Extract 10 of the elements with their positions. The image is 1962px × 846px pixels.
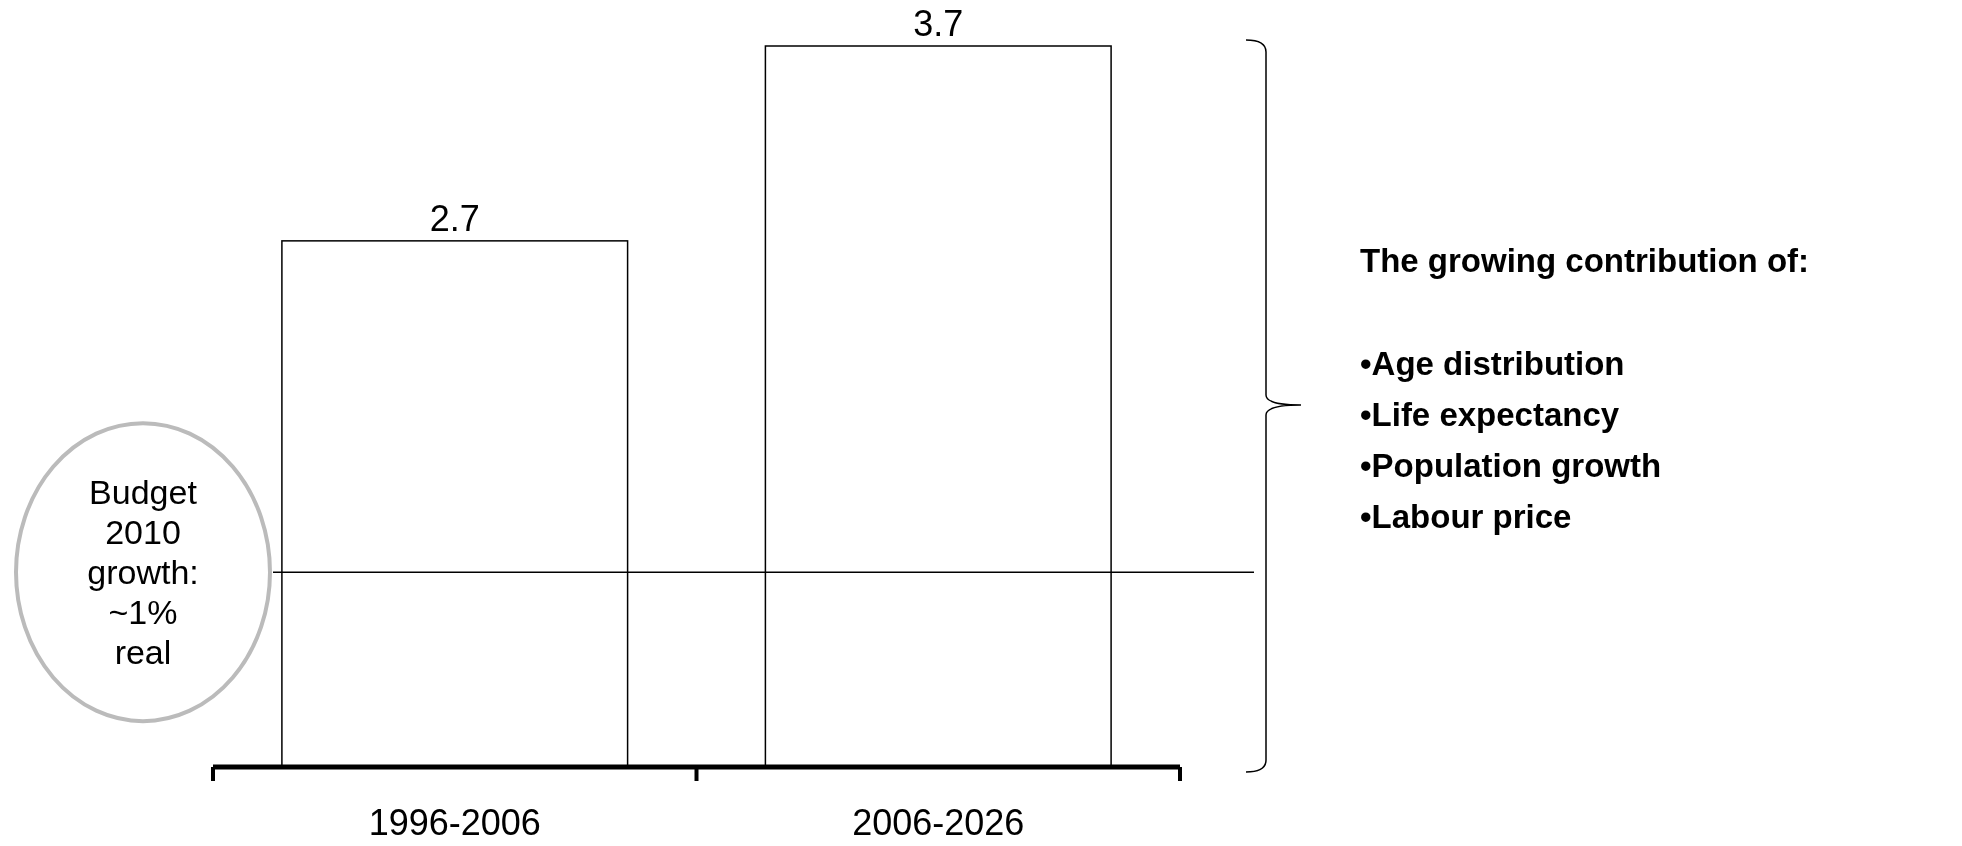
text: •Labour price bbox=[1360, 498, 1572, 535]
ref-line-label: Budget 2010 growth: ~1% real bbox=[87, 473, 199, 672]
text: •Age distribution bbox=[1360, 345, 1625, 382]
text: The growing contribution of: bbox=[1360, 242, 1810, 279]
x-tick-label: 1996-2006 bbox=[368, 802, 541, 843]
data-label: 2.7 bbox=[429, 197, 480, 239]
text: •Population growth bbox=[1360, 447, 1662, 484]
x-tick-label: 2006-2026 bbox=[852, 802, 1025, 843]
text: •Life expectancy bbox=[1360, 396, 1620, 433]
data-label: 3.7 bbox=[913, 3, 964, 44]
